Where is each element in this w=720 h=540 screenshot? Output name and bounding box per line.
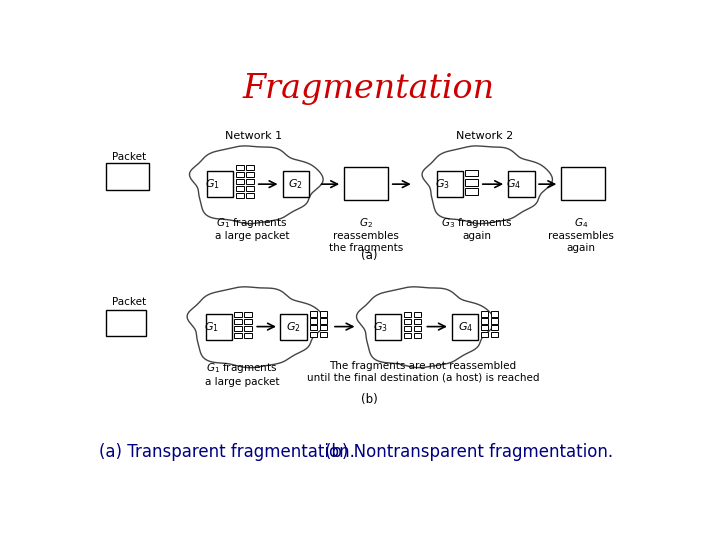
Text: (b): (b) bbox=[361, 393, 377, 406]
Bar bbox=[244, 326, 252, 331]
Bar bbox=[320, 332, 328, 338]
Bar bbox=[106, 309, 145, 336]
Bar bbox=[244, 312, 252, 318]
Bar bbox=[235, 172, 244, 177]
Bar bbox=[246, 186, 254, 191]
Bar bbox=[343, 167, 388, 200]
Bar bbox=[320, 325, 328, 330]
Bar bbox=[246, 172, 254, 177]
Text: $G_3$ fragments
again: $G_3$ fragments again bbox=[441, 215, 513, 241]
Bar bbox=[414, 319, 421, 325]
Polygon shape bbox=[189, 146, 323, 224]
Bar bbox=[246, 165, 254, 170]
Bar bbox=[452, 314, 478, 340]
Text: (b) Nontransparent fragmentation.: (b) Nontransparent fragmentation. bbox=[325, 443, 613, 461]
Bar bbox=[481, 332, 488, 338]
Text: $G_2$: $G_2$ bbox=[289, 177, 303, 191]
Bar bbox=[414, 312, 421, 318]
Bar bbox=[320, 311, 328, 316]
Text: Fragmentation: Fragmentation bbox=[243, 73, 495, 105]
Bar bbox=[310, 325, 318, 330]
Bar bbox=[246, 179, 254, 184]
Bar bbox=[490, 325, 498, 330]
Bar bbox=[244, 319, 252, 325]
Bar bbox=[281, 314, 307, 340]
Polygon shape bbox=[187, 287, 325, 368]
Bar bbox=[465, 170, 477, 177]
Text: $G_4$: $G_4$ bbox=[458, 320, 473, 334]
Bar bbox=[481, 318, 488, 323]
Bar bbox=[508, 171, 534, 197]
Text: $G_3$: $G_3$ bbox=[373, 320, 388, 334]
Bar bbox=[234, 333, 242, 338]
Text: $G_4$
reassembles
again: $G_4$ reassembles again bbox=[548, 215, 613, 253]
Bar bbox=[106, 164, 149, 190]
Bar bbox=[234, 326, 242, 331]
Bar bbox=[437, 171, 463, 197]
Bar bbox=[310, 311, 318, 316]
Text: $G_1$: $G_1$ bbox=[204, 320, 219, 334]
Text: $G_1$: $G_1$ bbox=[205, 177, 220, 191]
Bar bbox=[561, 167, 606, 200]
Bar bbox=[234, 312, 242, 318]
Text: $G_2$: $G_2$ bbox=[286, 320, 301, 334]
Bar bbox=[207, 171, 233, 197]
Bar bbox=[234, 319, 242, 325]
Text: $G_4$: $G_4$ bbox=[506, 177, 521, 191]
Bar bbox=[481, 325, 488, 330]
Bar bbox=[414, 333, 421, 338]
Bar bbox=[414, 326, 421, 331]
Bar bbox=[404, 319, 411, 325]
Bar bbox=[375, 314, 401, 340]
Text: $G_1$ fragments
a large packet: $G_1$ fragments a large packet bbox=[204, 361, 279, 387]
Polygon shape bbox=[356, 287, 495, 368]
Text: Packet: Packet bbox=[112, 297, 146, 307]
Bar bbox=[310, 318, 318, 323]
Bar bbox=[235, 165, 244, 170]
Bar bbox=[490, 311, 498, 316]
Bar bbox=[465, 188, 477, 195]
Bar bbox=[235, 179, 244, 184]
Bar bbox=[404, 333, 411, 338]
Text: The fragments are not reassembled
until the final destination (a host) is reache: The fragments are not reassembled until … bbox=[307, 361, 539, 383]
Text: $G_3$: $G_3$ bbox=[435, 177, 449, 191]
Text: (a) Transparent fragmentation.: (a) Transparent fragmentation. bbox=[99, 443, 354, 461]
Bar bbox=[481, 311, 488, 316]
Bar bbox=[235, 186, 244, 191]
Bar bbox=[465, 179, 477, 186]
Bar bbox=[320, 318, 328, 323]
Bar bbox=[490, 332, 498, 338]
Bar bbox=[404, 312, 411, 318]
Bar bbox=[235, 193, 244, 198]
Bar bbox=[206, 314, 232, 340]
Text: $G_2$
reassembles
the fragments: $G_2$ reassembles the fragments bbox=[329, 215, 403, 253]
Text: $G_1$ fragments
a large packet: $G_1$ fragments a large packet bbox=[215, 215, 289, 241]
Text: (a): (a) bbox=[361, 249, 377, 262]
Text: Network 2: Network 2 bbox=[456, 131, 513, 141]
Bar bbox=[246, 193, 254, 198]
Text: Network 1: Network 1 bbox=[225, 131, 282, 141]
Bar bbox=[310, 332, 318, 338]
Bar bbox=[244, 333, 252, 338]
Bar bbox=[283, 171, 309, 197]
Bar bbox=[490, 318, 498, 323]
Text: Packet: Packet bbox=[112, 152, 146, 162]
Bar bbox=[404, 326, 411, 331]
Polygon shape bbox=[422, 146, 552, 224]
